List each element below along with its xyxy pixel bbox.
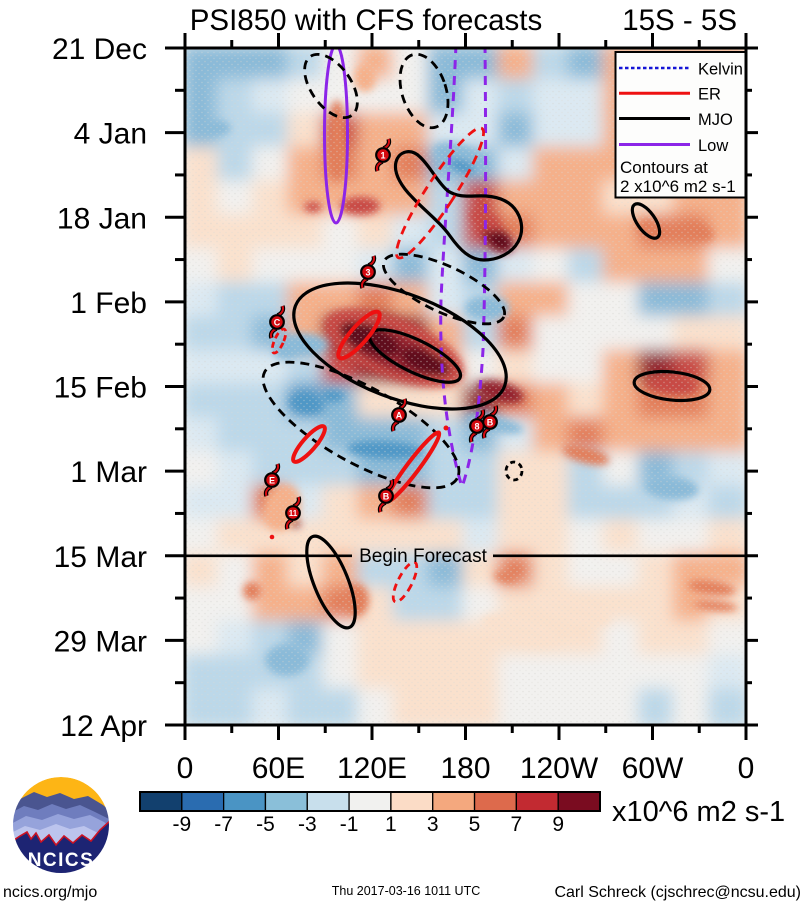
- svg-text:Begin Forecast: Begin Forecast: [359, 546, 488, 567]
- svg-text:8: 8: [474, 421, 479, 431]
- svg-text:1 Feb: 1 Feb: [70, 287, 147, 320]
- svg-text:1: 1: [385, 813, 397, 836]
- svg-text:1: 1: [380, 150, 385, 160]
- svg-text:ncics.org/mjo: ncics.org/mjo: [3, 884, 97, 901]
- svg-text:1 Mar: 1 Mar: [70, 456, 147, 489]
- svg-text:5: 5: [469, 813, 481, 836]
- svg-text:15 Mar: 15 Mar: [54, 541, 147, 574]
- svg-text:15 Feb: 15 Feb: [54, 372, 147, 405]
- svg-text:120W: 120W: [520, 752, 599, 785]
- svg-text:Kelvin: Kelvin: [698, 61, 743, 79]
- svg-text:-1: -1: [340, 813, 359, 836]
- svg-text:3: 3: [365, 267, 370, 277]
- svg-text:60W: 60W: [622, 752, 684, 785]
- svg-text:29 Mar: 29 Mar: [54, 625, 147, 658]
- svg-text:11: 11: [289, 509, 298, 518]
- svg-text:3: 3: [427, 813, 439, 836]
- svg-text:A: A: [396, 410, 403, 420]
- svg-text:-3: -3: [298, 813, 317, 836]
- svg-text:B: B: [383, 491, 390, 501]
- svg-text:NCICS: NCICS: [28, 850, 95, 871]
- svg-text:4 Jan: 4 Jan: [74, 118, 147, 151]
- svg-text:15S - 5S: 15S - 5S: [622, 4, 737, 37]
- svg-text:PSI850 with CFS forecasts: PSI850 with CFS forecasts: [190, 4, 543, 37]
- svg-text:MJO: MJO: [698, 111, 733, 129]
- svg-text:120E: 120E: [337, 752, 407, 785]
- svg-text:Carl Schreck (cjschrec@ncsu.ed: Carl Schreck (cjschrec@ncsu.edu): [554, 884, 801, 901]
- svg-text:0: 0: [738, 752, 755, 785]
- svg-text:-9: -9: [172, 813, 191, 836]
- svg-text:B: B: [487, 417, 494, 427]
- svg-text:2 x10^6 m2 s-1: 2 x10^6 m2 s-1: [620, 177, 736, 196]
- svg-text:ER: ER: [698, 86, 721, 104]
- svg-text:Contours at: Contours at: [620, 158, 708, 177]
- svg-text:9: 9: [552, 813, 564, 836]
- svg-text:12 Apr: 12 Apr: [60, 710, 147, 743]
- svg-text:Low: Low: [698, 137, 728, 155]
- svg-text:-7: -7: [214, 813, 233, 836]
- svg-text:Thu 2017-03-16 1011 UTC: Thu 2017-03-16 1011 UTC: [332, 884, 480, 898]
- svg-text:21 Dec: 21 Dec: [52, 33, 147, 66]
- svg-text:18 Jan: 18 Jan: [57, 202, 147, 235]
- svg-text:7: 7: [511, 813, 523, 836]
- svg-text:E: E: [269, 475, 275, 485]
- svg-text:60E: 60E: [252, 752, 305, 785]
- svg-text:180: 180: [440, 752, 490, 785]
- svg-text:0: 0: [177, 752, 194, 785]
- svg-text:x10^6 m2 s-1: x10^6 m2 s-1: [612, 796, 785, 828]
- svg-text:C: C: [274, 317, 281, 327]
- svg-text:-5: -5: [256, 813, 275, 836]
